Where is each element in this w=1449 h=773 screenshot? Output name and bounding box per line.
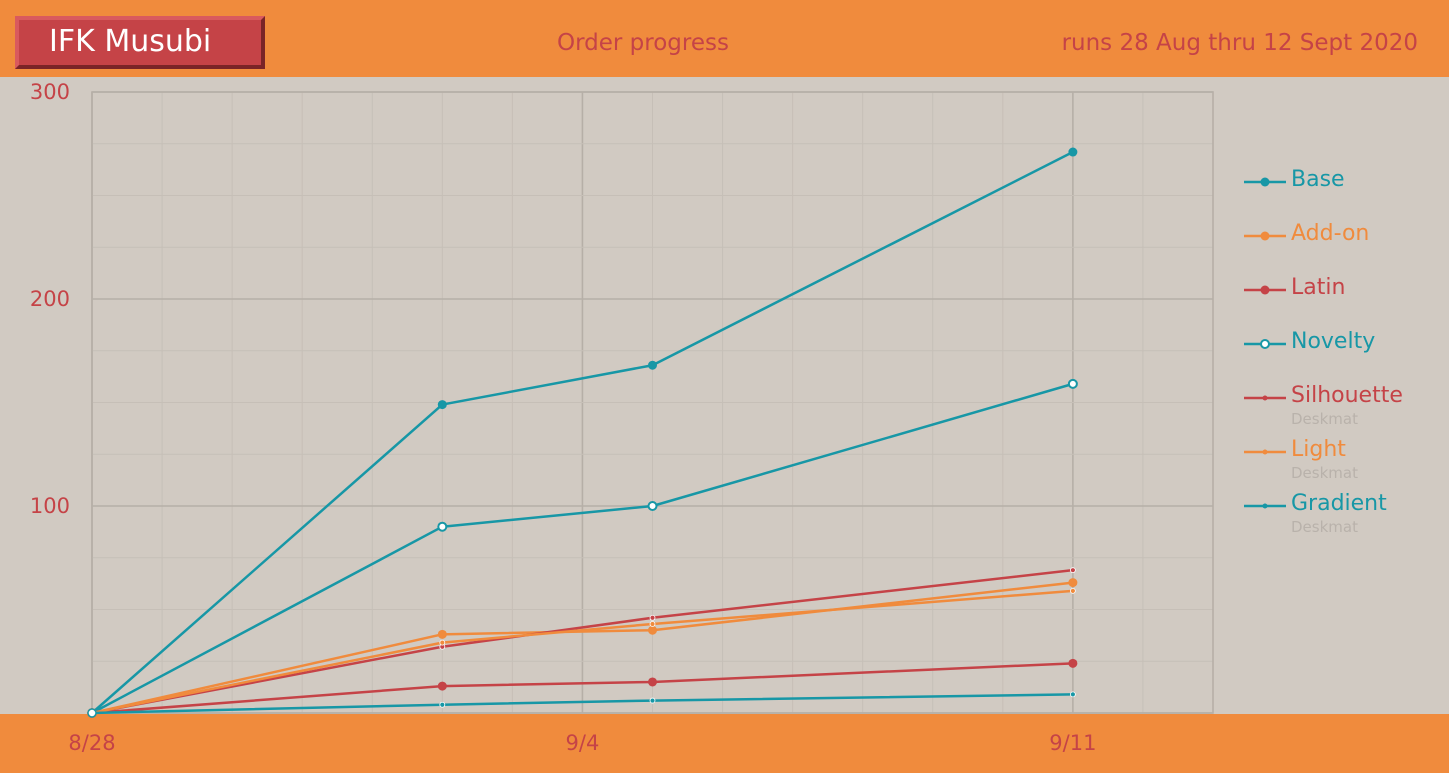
y-tick-label: 100 — [30, 494, 70, 518]
data-point — [649, 697, 656, 704]
legend-swatch — [1244, 503, 1286, 509]
data-point — [87, 708, 97, 718]
data-point — [648, 360, 657, 370]
y-tick-label: 200 — [30, 287, 70, 311]
x-tick-label: 9/4 — [566, 731, 600, 755]
data-point — [649, 621, 656, 627]
data-point — [1068, 147, 1078, 157]
legend-swatch — [1244, 449, 1286, 455]
data-point — [437, 629, 447, 639]
brand-logo: IFK Musubi — [15, 16, 265, 69]
data-point — [648, 677, 657, 687]
x-tick-label: 9/11 — [1049, 731, 1096, 755]
data-point — [439, 701, 446, 708]
data-point — [437, 521, 448, 532]
legend-label: Latin — [1291, 275, 1346, 300]
data-point — [647, 501, 658, 511]
legend-swatch — [1244, 395, 1286, 401]
header-bar: IFK Musubi Order progress runs 28 Aug th… — [0, 0, 1449, 77]
data-point — [439, 639, 446, 646]
legend-label: Base — [1291, 167, 1345, 192]
data-point — [1069, 691, 1076, 698]
series-line-gradient — [91, 693, 1073, 715]
legend-swatch — [1244, 231, 1286, 241]
data-point — [437, 400, 447, 410]
page-title: Order progress — [557, 30, 729, 56]
series-line-latin — [91, 662, 1073, 715]
legend-sublabel: Deskmat — [1291, 518, 1358, 536]
footer-bar — [0, 714, 1449, 773]
legend-label: Add-on — [1291, 221, 1370, 246]
data-point — [1068, 578, 1078, 588]
series-line-novelty — [91, 382, 1074, 715]
series-line-light — [91, 589, 1073, 715]
legend-swatch — [1244, 285, 1286, 295]
legend-swatch — [1244, 339, 1286, 349]
series-line-base — [91, 150, 1074, 714]
data-point — [649, 614, 656, 621]
data-point — [1069, 567, 1076, 574]
data-point — [648, 625, 657, 635]
legend-label: Gradient — [1291, 491, 1387, 516]
legend-label: Silhouette — [1291, 383, 1403, 408]
legend-sublabel: Deskmat — [1291, 410, 1358, 428]
x-tick-label: 8/28 — [68, 731, 115, 755]
data-point — [437, 681, 447, 691]
plot-frame — [91, 91, 1214, 714]
legend-label: Novelty — [1291, 329, 1376, 354]
legend-swatch — [1244, 177, 1286, 187]
data-point — [1067, 378, 1078, 389]
legend-sublabel: Deskmat — [1291, 464, 1358, 482]
legend-label: Light — [1291, 437, 1346, 462]
data-point — [1069, 587, 1076, 594]
data-point — [1068, 658, 1078, 668]
y-tick-label: 300 — [30, 80, 70, 104]
run-dates: runs 28 Aug thru 12 Sept 2020 — [1061, 30, 1418, 56]
